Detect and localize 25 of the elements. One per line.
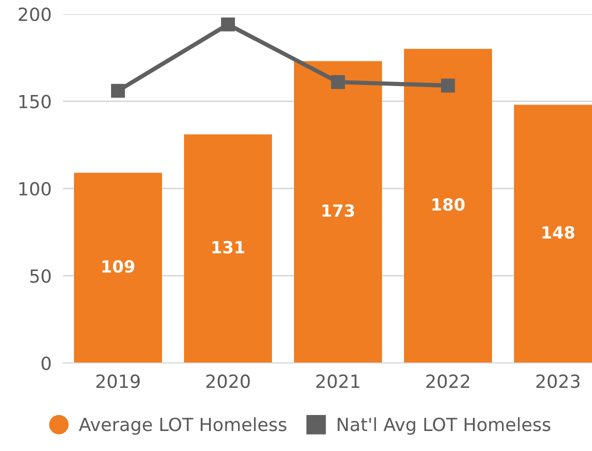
data-label: 180 [432, 198, 465, 211]
y-tick-label: 150 [19, 94, 51, 108]
y-tick-label: 100 [19, 182, 51, 196]
data-label: 109 [102, 260, 134, 273]
data-label: 173 [322, 204, 354, 217]
x-tick-label: 2019 [96, 374, 140, 388]
legend-label: Nat'l Avg LOT Homeless [338, 417, 550, 435]
x-tick-label: 2021 [316, 374, 360, 388]
data-label: 148 [542, 226, 574, 239]
point [221, 18, 235, 32]
point [331, 75, 345, 89]
y-tick-label: 0 [42, 356, 51, 370]
bar [184, 134, 272, 363]
legend-label: Average LOT Homeless [78, 417, 286, 435]
y-tick-label: 200 [18, 7, 51, 22]
point [111, 84, 125, 98]
data-label: 131 [212, 240, 244, 254]
x-tick-label: 2022 [426, 374, 470, 388]
x-tick-label: 2023 [536, 374, 580, 388]
point [441, 78, 455, 92]
y-tick-label: 50 [30, 269, 51, 283]
bar [74, 172, 162, 363]
bar [404, 48, 492, 363]
x-tick-label: 2020 [206, 374, 250, 388]
bar [294, 61, 382, 363]
